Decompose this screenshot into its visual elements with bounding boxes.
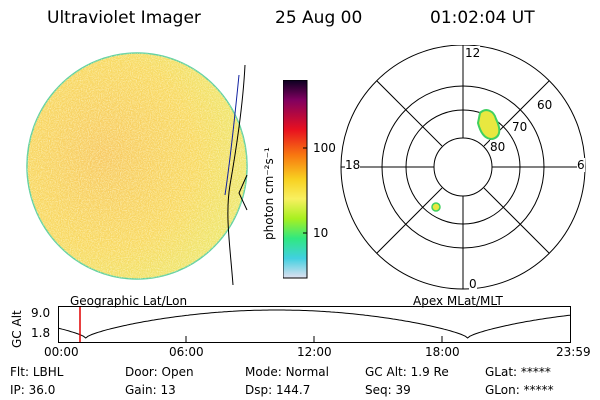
geographic-label: Geographic Lat/Lon — [70, 294, 188, 308]
altitude-curve — [58, 309, 571, 339]
status-ip: IP: 36.0 — [10, 383, 56, 397]
time-tick-1800: 18:00 — [425, 345, 460, 359]
time-tick-0600: 06:00 — [169, 345, 204, 359]
observation-time: 01:02:04 UT — [430, 8, 535, 28]
status-mode: Mode: Normal — [245, 365, 329, 379]
aurora-emission-blob — [431, 202, 441, 212]
observation-date: 25 Aug 00 — [275, 8, 363, 28]
track-line — [227, 64, 246, 286]
polar-mlt-plot — [340, 45, 586, 290]
track-line — [224, 74, 240, 196]
earth-disk-image — [26, 52, 248, 286]
status-gc-alt: GC Alt: 1.9 Re — [365, 365, 449, 379]
aurora-emission-blob — [476, 109, 501, 141]
mlat-label-80: 80 — [490, 140, 506, 154]
instrument-title: Ultraviolet Imager — [47, 8, 201, 28]
altitude-tick-low: 1.8 — [31, 326, 51, 340]
altitude-axis-label: GC Alt — [10, 310, 24, 348]
mlt-label-12: 12 — [465, 46, 481, 60]
track-line — [238, 174, 248, 211]
colorbar-tick-100: 100 — [313, 141, 336, 155]
time-tick-1200: 12:00 — [297, 345, 332, 359]
status-gain: Gain: 13 — [125, 383, 176, 397]
altitude-plot — [58, 306, 571, 343]
status-seq: Seq: 39 — [365, 383, 411, 397]
status-flt: Flt: LBHL — [10, 365, 64, 379]
colorbar-tick-10: 10 — [313, 226, 329, 240]
status-dsp: Dsp: 144.7 — [245, 383, 311, 397]
time-tick-2359: 23:59 — [556, 345, 591, 359]
mlt-label-6: 6 — [577, 158, 585, 172]
status-door: Door: Open — [125, 365, 194, 379]
mlt-label-18: 18 — [345, 158, 361, 172]
color-scale-bar — [283, 80, 308, 279]
mlat-label-60: 60 — [537, 98, 553, 112]
status-glat: GLat: ***** — [485, 365, 551, 379]
mlt-label-0: 0 — [469, 277, 477, 291]
mlat-label-70: 70 — [512, 120, 528, 134]
time-tick-0000: 00:00 — [44, 345, 79, 359]
status-glon: GLon: ***** — [485, 383, 554, 397]
altitude-tick-high: 9.0 — [31, 306, 51, 320]
colorbar-unit-label: photon cm⁻²s⁻¹ — [262, 147, 276, 240]
apex-label: Apex MLat/MLT — [413, 294, 503, 308]
